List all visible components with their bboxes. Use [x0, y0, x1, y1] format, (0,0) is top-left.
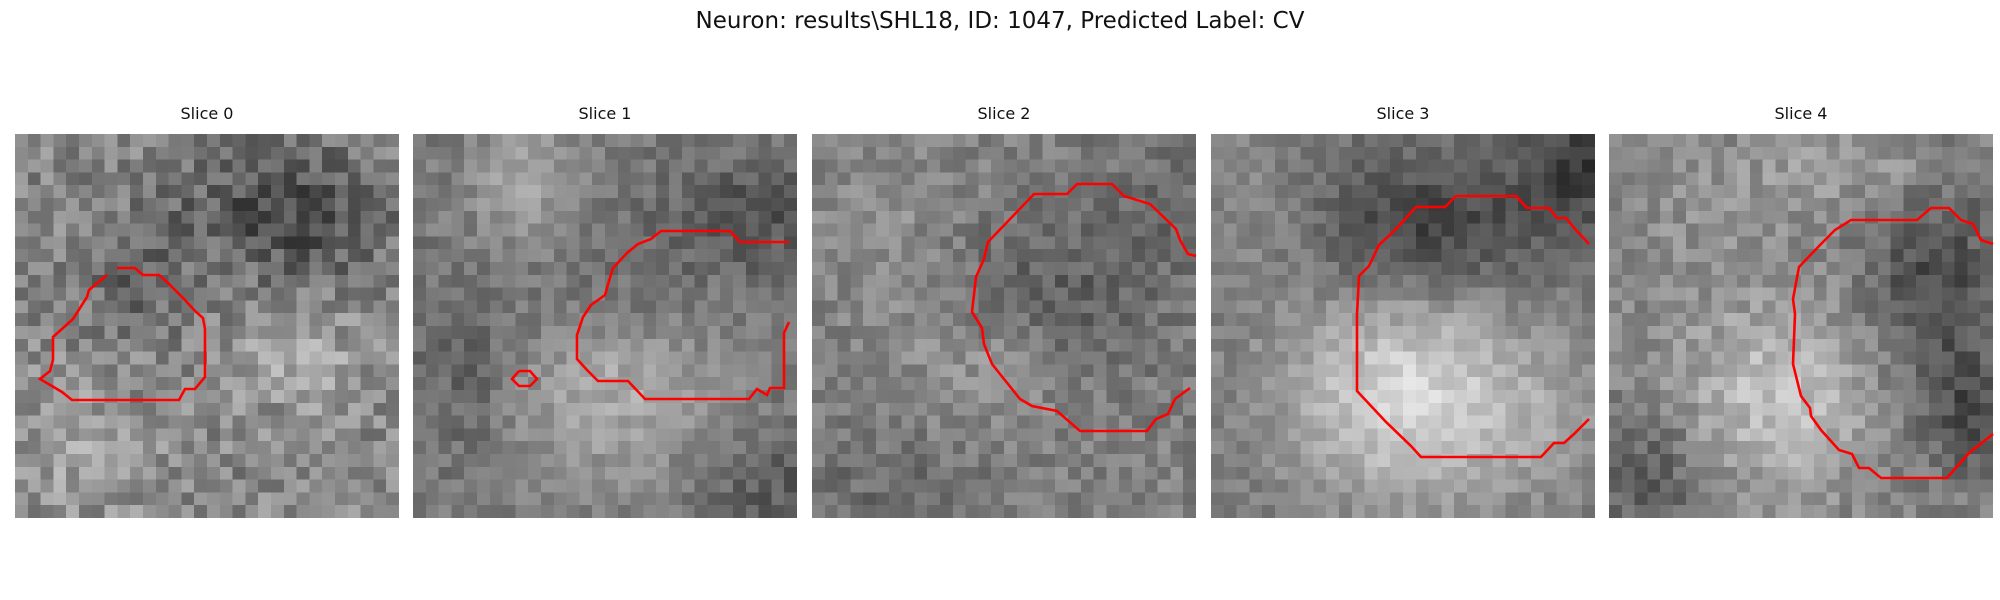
slice-title: Slice 0: [180, 104, 234, 123]
slice-title: Slice 1: [578, 104, 632, 123]
roi-contour: [970, 182, 1197, 433]
roi-contour: [1791, 206, 1994, 480]
figure-title: Neuron: results\SHL18, ID: 1047, Predict…: [695, 8, 1305, 34]
roi-contour: [510, 229, 791, 401]
roi-contour: [1355, 194, 1590, 459]
slice-image: [1609, 134, 1993, 518]
slice-image: [1211, 134, 1595, 518]
slice-image: [413, 134, 797, 518]
slice-image: [15, 134, 399, 518]
roi-contour: [37, 266, 207, 402]
slice-title: Slice 4: [1774, 104, 1828, 123]
slice-title: Slice 3: [1376, 104, 1430, 123]
slice-title: Slice 2: [977, 104, 1031, 123]
